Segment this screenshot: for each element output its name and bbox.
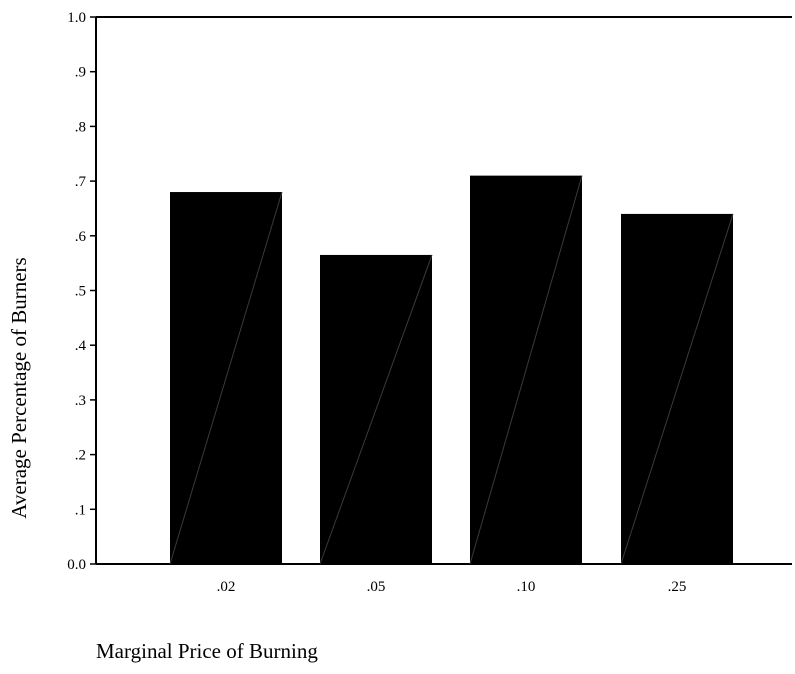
x-axis-ticks: .02 .05 .10 .25 (217, 579, 687, 595)
bar-diagonal-.25 (620, 213, 734, 565)
bar-diagonal-.10 (469, 175, 583, 565)
y-tick-label: .4 (75, 338, 87, 354)
y-tick-label: .8 (75, 119, 86, 135)
y-axis-ticks: 0.0 .1 .2 .3 .4 .5 .6 .7 .8 .9 1.0 (67, 10, 96, 573)
bars (169, 175, 734, 565)
y-tick-label: .1 (75, 502, 86, 518)
x-tick-label: .02 (217, 579, 236, 595)
y-tick-label: .2 (75, 448, 86, 464)
y-tick-label: .3 (75, 393, 86, 409)
y-axis-title: Average Percentage of Burners (7, 257, 31, 518)
x-axis-title: Marginal Price of Burning (96, 639, 318, 663)
x-tick-label: .25 (668, 579, 687, 595)
y-tick-label: .7 (75, 174, 87, 190)
y-tick-label: .6 (75, 229, 87, 245)
x-tick-label: .05 (367, 579, 386, 595)
y-tick-label: .9 (75, 65, 86, 81)
x-tick-label: .10 (517, 579, 536, 595)
y-tick-label: 0.0 (67, 557, 86, 573)
y-tick-label: .5 (75, 284, 86, 300)
y-tick-label: 1.0 (67, 10, 86, 26)
bar-diagonal-.02 (169, 191, 283, 565)
bar-diagonal-.05 (319, 254, 433, 565)
